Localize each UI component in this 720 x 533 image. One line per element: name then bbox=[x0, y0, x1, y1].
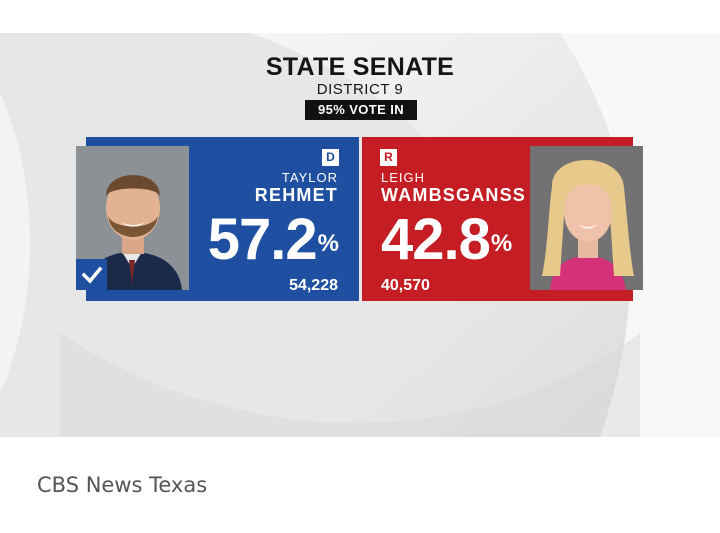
candidate-percent: 42.8% bbox=[381, 207, 512, 272]
election-graphic: STATE SENATE DISTRICT 9 95% VOTE IN bbox=[0, 33, 720, 437]
candidate-last-name: WAMBSGANSS bbox=[381, 185, 527, 205]
percent-sign: % bbox=[490, 230, 512, 257]
percent-value: 57.2 bbox=[207, 207, 318, 272]
votes-in-badge: 95% VOTE IN bbox=[305, 100, 417, 120]
percent-sign: % bbox=[317, 230, 339, 257]
race-district: DISTRICT 9 bbox=[316, 81, 404, 98]
party-badge-republican: R bbox=[380, 149, 397, 166]
candidate-first-name: LEIGH bbox=[381, 170, 426, 185]
party-badge-democrat: D bbox=[322, 149, 339, 166]
candidate-photo-rehmet bbox=[76, 146, 189, 290]
candidate-photo-wambsganss bbox=[530, 146, 643, 290]
checkmark-icon bbox=[81, 266, 102, 284]
candidate-vote-count: 54,228 bbox=[289, 277, 338, 294]
source-caption: CBS News Texas bbox=[37, 473, 208, 497]
candidate-first-name: TAYLOR bbox=[281, 170, 338, 185]
winner-badge bbox=[76, 259, 107, 290]
race-title: STATE SENATE bbox=[265, 53, 455, 81]
candidate-vote-count: 40,570 bbox=[381, 277, 430, 294]
candidate-last-name: REHMET bbox=[254, 185, 338, 205]
candidate-percent: 57.2% bbox=[207, 207, 339, 272]
percent-value: 42.8 bbox=[381, 207, 491, 272]
